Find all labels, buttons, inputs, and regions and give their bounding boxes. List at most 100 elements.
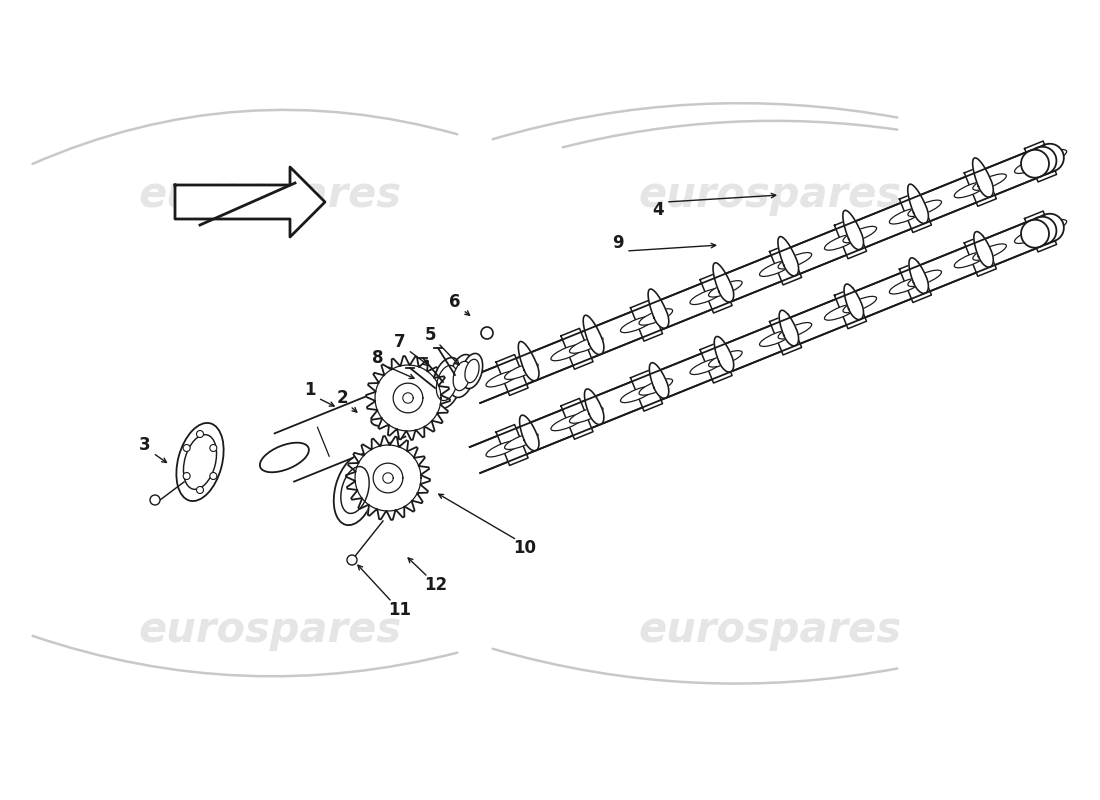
Text: 5: 5 (425, 326, 436, 344)
Text: 12: 12 (425, 576, 448, 594)
Polygon shape (561, 398, 593, 439)
Polygon shape (630, 300, 662, 341)
Ellipse shape (1033, 150, 1067, 166)
Ellipse shape (1021, 150, 1049, 178)
Ellipse shape (759, 330, 793, 346)
Circle shape (481, 327, 493, 339)
Polygon shape (496, 425, 528, 466)
Ellipse shape (759, 260, 793, 277)
Ellipse shape (778, 322, 812, 339)
Ellipse shape (396, 396, 433, 414)
Polygon shape (844, 284, 864, 320)
Ellipse shape (1014, 157, 1048, 174)
Ellipse shape (1036, 214, 1064, 242)
Polygon shape (908, 184, 928, 223)
Polygon shape (974, 231, 993, 267)
Ellipse shape (486, 370, 519, 387)
Ellipse shape (505, 363, 538, 379)
Ellipse shape (843, 296, 877, 313)
Ellipse shape (1033, 219, 1067, 236)
Polygon shape (779, 310, 799, 346)
Ellipse shape (889, 208, 923, 224)
Polygon shape (700, 342, 733, 383)
Text: 10: 10 (514, 539, 537, 557)
Ellipse shape (333, 455, 376, 525)
Ellipse shape (176, 423, 223, 501)
Ellipse shape (1028, 146, 1056, 174)
Polygon shape (470, 214, 1055, 473)
Ellipse shape (551, 414, 584, 430)
Ellipse shape (1021, 220, 1049, 248)
Ellipse shape (843, 226, 877, 242)
Polygon shape (770, 244, 802, 285)
Circle shape (184, 473, 190, 479)
Text: 9: 9 (613, 234, 624, 252)
Ellipse shape (972, 244, 1006, 260)
Ellipse shape (437, 366, 458, 401)
Ellipse shape (1036, 144, 1064, 172)
Ellipse shape (465, 359, 480, 382)
Ellipse shape (505, 433, 538, 450)
Ellipse shape (570, 407, 603, 423)
Polygon shape (275, 389, 406, 482)
Ellipse shape (639, 378, 672, 395)
Polygon shape (713, 262, 734, 302)
Polygon shape (373, 463, 403, 493)
Polygon shape (900, 192, 932, 233)
Polygon shape (519, 415, 539, 450)
Polygon shape (346, 436, 430, 520)
Ellipse shape (708, 281, 742, 297)
Ellipse shape (690, 288, 724, 305)
Polygon shape (1024, 141, 1057, 182)
Text: 1: 1 (305, 381, 316, 399)
Ellipse shape (1028, 217, 1056, 245)
Polygon shape (700, 272, 733, 313)
Ellipse shape (570, 337, 603, 354)
Polygon shape (366, 356, 450, 440)
Ellipse shape (408, 391, 444, 409)
Polygon shape (835, 288, 867, 329)
Ellipse shape (1014, 227, 1048, 243)
Ellipse shape (690, 358, 724, 374)
Polygon shape (583, 315, 604, 354)
Ellipse shape (954, 182, 988, 198)
Polygon shape (403, 393, 414, 403)
Ellipse shape (620, 386, 654, 402)
Ellipse shape (449, 354, 475, 398)
Circle shape (210, 445, 217, 451)
Circle shape (197, 486, 204, 494)
Ellipse shape (708, 350, 742, 367)
Circle shape (184, 445, 190, 451)
Text: 2: 2 (337, 389, 348, 407)
Ellipse shape (908, 270, 942, 286)
Ellipse shape (639, 309, 672, 325)
Polygon shape (648, 289, 669, 328)
Polygon shape (835, 218, 867, 258)
Ellipse shape (431, 358, 462, 408)
Polygon shape (965, 235, 997, 276)
Polygon shape (778, 237, 799, 276)
Text: 6: 6 (449, 293, 461, 311)
Polygon shape (770, 314, 802, 355)
Ellipse shape (972, 174, 1006, 190)
Polygon shape (470, 145, 1055, 403)
Ellipse shape (889, 278, 923, 294)
Polygon shape (561, 328, 593, 370)
Ellipse shape (260, 442, 309, 472)
Ellipse shape (908, 200, 942, 217)
Ellipse shape (954, 251, 988, 268)
Ellipse shape (371, 399, 420, 426)
Polygon shape (175, 167, 324, 237)
Polygon shape (843, 210, 864, 250)
Text: 7: 7 (394, 333, 406, 351)
Ellipse shape (390, 398, 428, 416)
Polygon shape (584, 389, 604, 425)
Ellipse shape (620, 316, 654, 333)
Polygon shape (1024, 211, 1057, 252)
Polygon shape (900, 262, 932, 302)
Ellipse shape (824, 234, 858, 250)
Polygon shape (518, 342, 539, 381)
Ellipse shape (184, 434, 217, 490)
Ellipse shape (778, 253, 812, 269)
Polygon shape (649, 362, 669, 398)
